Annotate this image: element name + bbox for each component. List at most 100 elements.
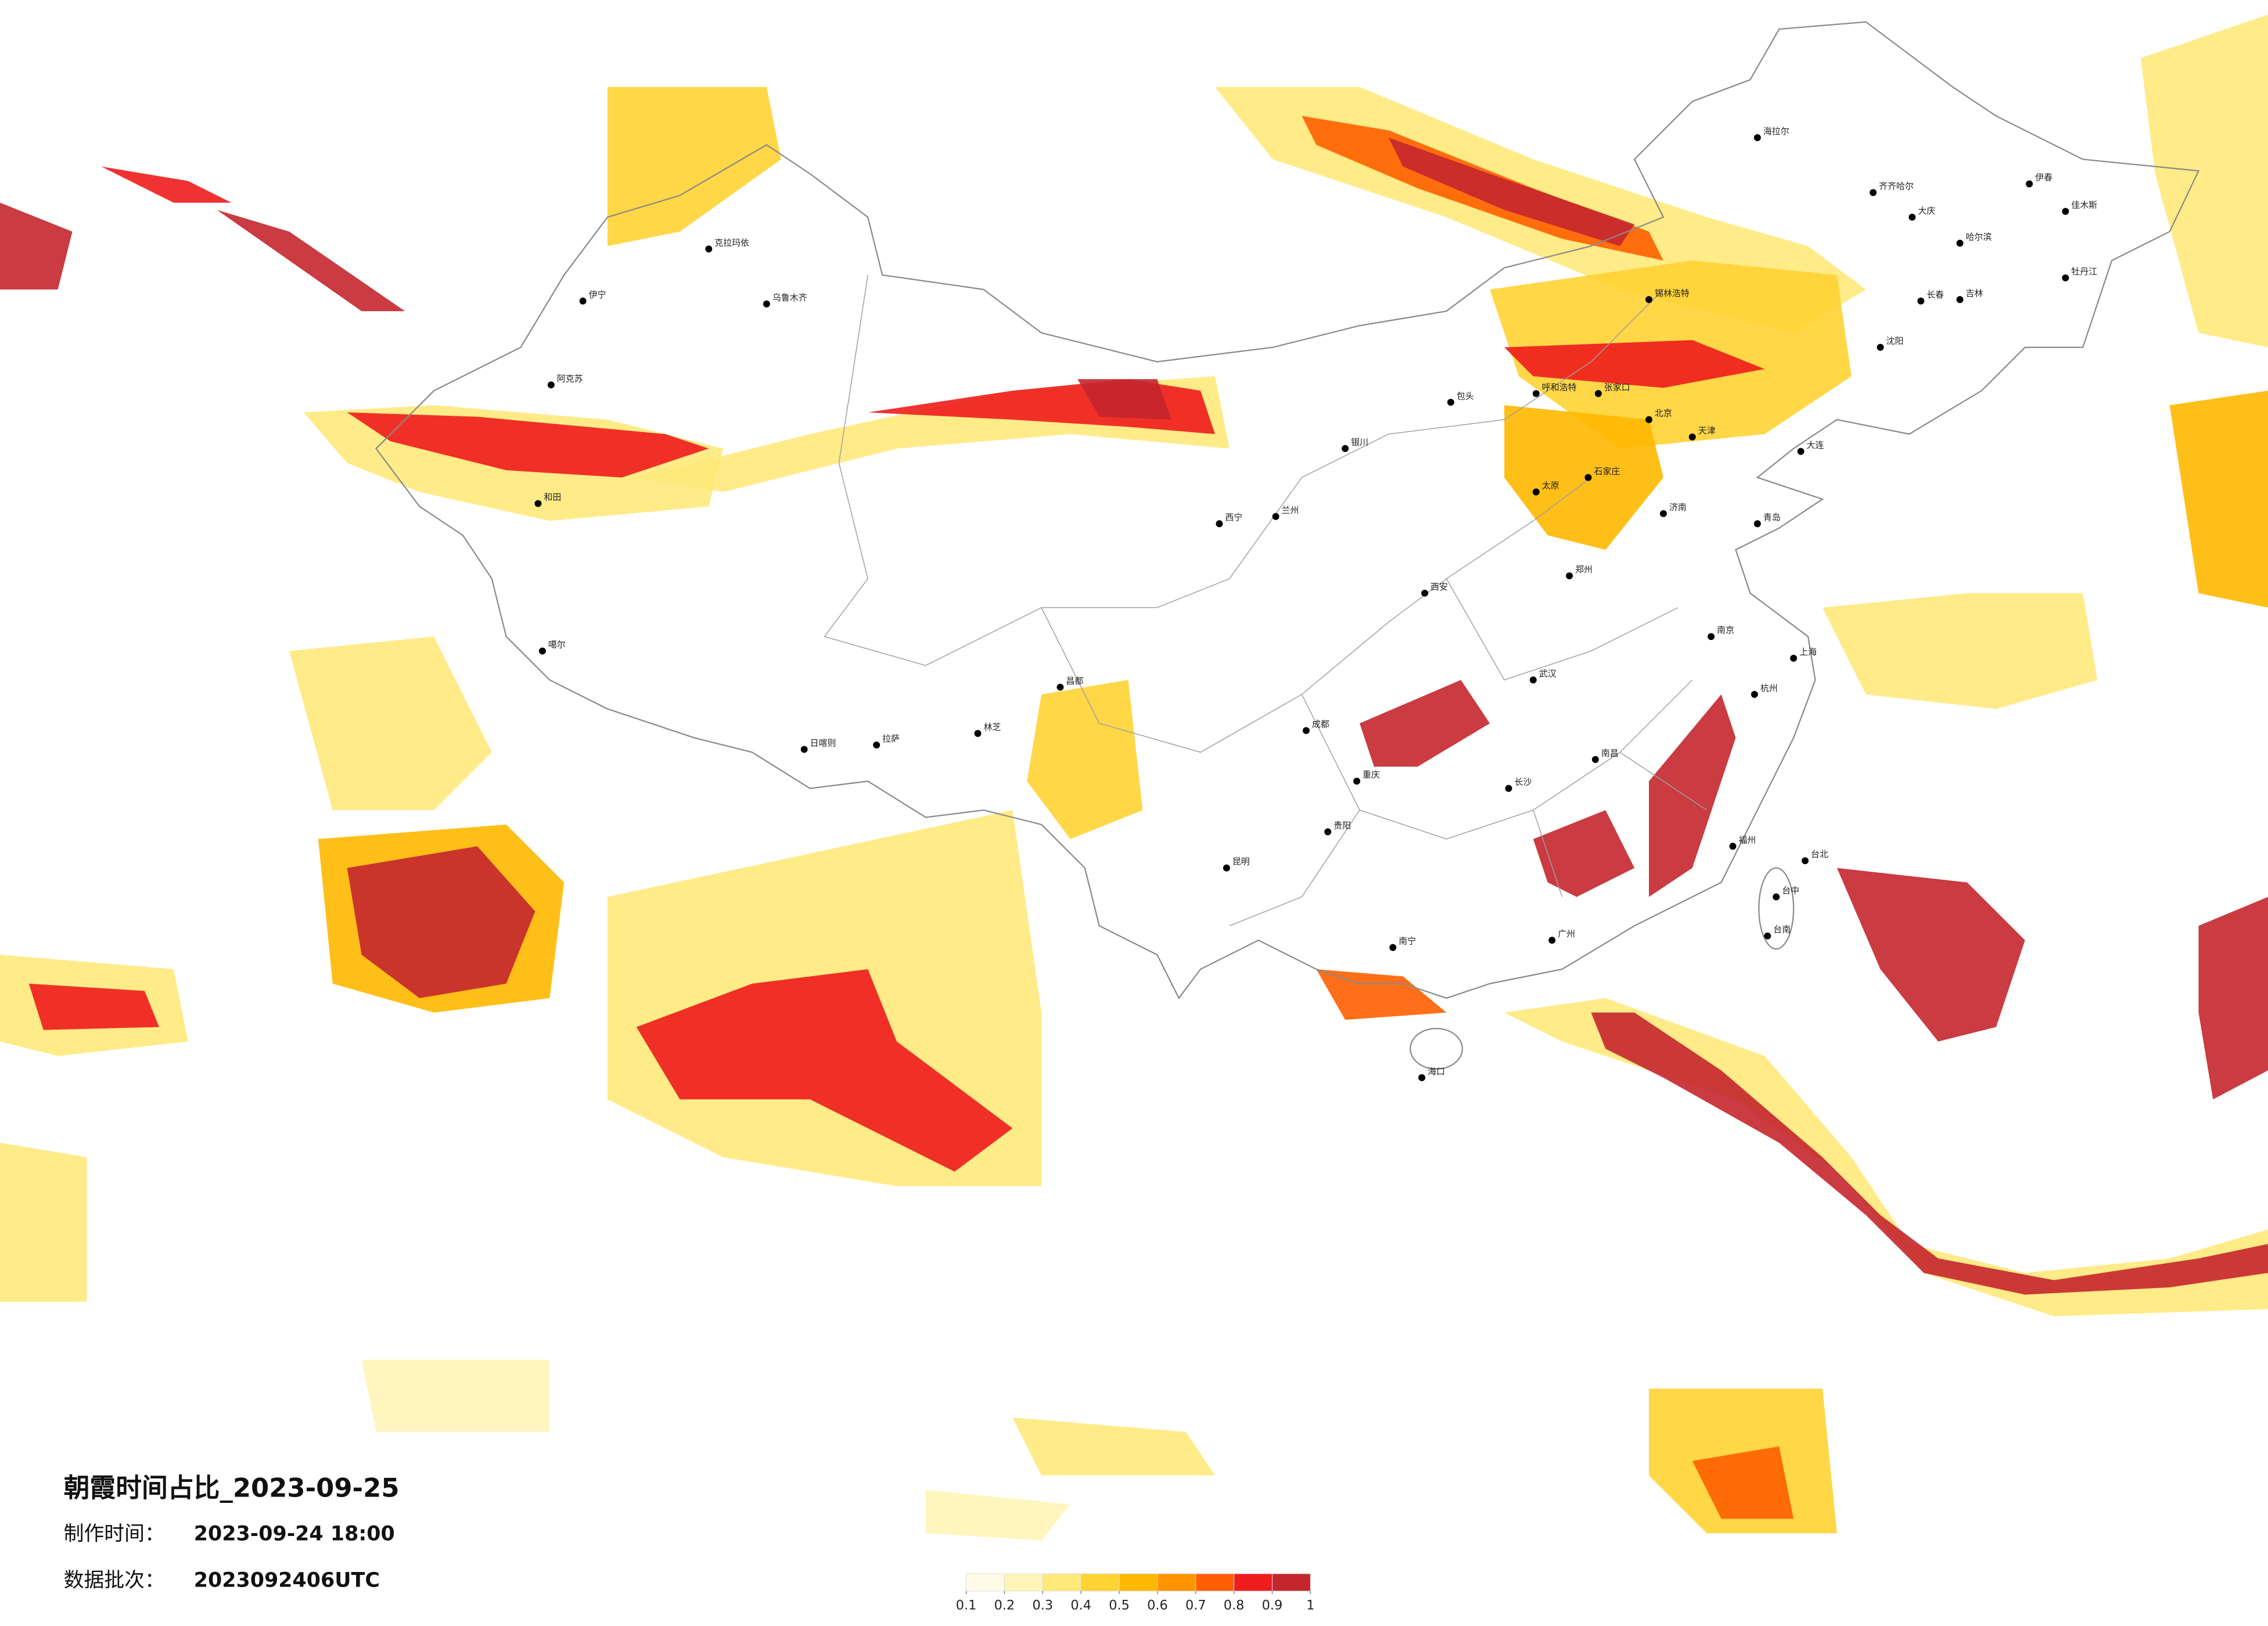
city-dot xyxy=(1917,297,1925,305)
city-label: 兰州 xyxy=(1282,505,1299,515)
colorbar-box xyxy=(1195,1573,1235,1592)
city-label: 西安 xyxy=(1430,581,1448,592)
city-dot xyxy=(1594,390,1602,397)
city-label: 沈阳 xyxy=(1886,336,1904,346)
colorbar-tick-label: 0.6 xyxy=(1147,1598,1168,1613)
city-dot xyxy=(1956,296,1964,303)
city-label: 佳木斯 xyxy=(2071,200,2097,210)
city-dot xyxy=(547,381,555,388)
city-label: 南昌 xyxy=(1601,748,1619,758)
city-dot xyxy=(1688,433,1696,441)
city-label: 武汉 xyxy=(1539,668,1557,679)
cloud-area xyxy=(347,846,535,998)
province-borders xyxy=(824,275,1708,926)
city-dot xyxy=(800,746,808,753)
city-dot xyxy=(1802,857,1809,865)
city-dot xyxy=(974,730,982,738)
batch: 2023092406UTC xyxy=(194,1569,380,1592)
city-label: 克拉玛依 xyxy=(714,238,749,248)
city-label: 北京 xyxy=(1655,408,1672,419)
cloud-area xyxy=(925,1490,1070,1541)
city-label: 吉林 xyxy=(1965,288,1983,298)
city-dot xyxy=(1773,893,1780,901)
city-dot xyxy=(763,300,770,308)
city-label: 杭州 xyxy=(1760,683,1778,693)
city-dot xyxy=(1418,1074,1426,1081)
city-dot xyxy=(1447,398,1454,406)
city-label: 包头 xyxy=(1457,391,1474,401)
colorbar-tick-label: 0.9 xyxy=(1262,1598,1283,1613)
city-dot xyxy=(1877,344,1884,351)
city-dot xyxy=(1753,134,1761,141)
city-dot xyxy=(1389,944,1397,951)
city-dot xyxy=(1708,633,1715,641)
cloud-area xyxy=(289,636,492,811)
colorbar-tick-label: 0.4 xyxy=(1070,1598,1091,1613)
city-label: 昌都 xyxy=(1066,675,1083,686)
city-label: 乌鲁木齐 xyxy=(772,292,807,303)
city-dot xyxy=(1272,513,1279,520)
city-label: 昆明 xyxy=(1232,857,1250,867)
city-dot xyxy=(1353,778,1361,785)
cloud-area xyxy=(1822,593,2098,709)
cloud-layer xyxy=(0,15,2268,1541)
city-dot xyxy=(1342,445,1349,452)
china-border xyxy=(375,21,2200,999)
city-label: 福州 xyxy=(1739,834,1756,845)
city-label: 成都 xyxy=(1312,719,1329,729)
city-label: 银川 xyxy=(1351,437,1368,447)
city-dot xyxy=(1566,572,1573,580)
city-label: 石家庄 xyxy=(1594,466,1620,476)
city-label: 重庆 xyxy=(1363,769,1380,780)
made-time: 2023-09-24 18:00 xyxy=(194,1523,395,1546)
cloud-area xyxy=(636,969,1013,1172)
city-dot xyxy=(1223,864,1230,872)
city-dot xyxy=(1324,828,1332,836)
city-dot xyxy=(2062,208,2069,215)
city-label: 牡丹江 xyxy=(2071,267,2097,277)
city-dot xyxy=(1532,390,1540,397)
colorbar-tick-label: 0.2 xyxy=(994,1598,1015,1613)
colorbar-box xyxy=(966,1573,1005,1592)
city-dot xyxy=(1790,654,1798,662)
city-dot xyxy=(1870,189,1877,196)
colorbar-box xyxy=(1080,1573,1120,1592)
city-label: 南京 xyxy=(1717,625,1734,635)
city-label: 和田 xyxy=(544,492,561,502)
city-label: 张家口 xyxy=(1604,382,1630,393)
colorbar-box xyxy=(1042,1573,1081,1592)
city-label: 林芝 xyxy=(983,722,1001,732)
colorbar-box xyxy=(1119,1573,1158,1592)
colorbar-box xyxy=(1004,1573,1043,1592)
city-label: 济南 xyxy=(1669,502,1687,513)
map-title: 朝霞时间占比_2023-09-25 xyxy=(64,1473,400,1503)
made-label: 制作时间： xyxy=(64,1523,165,1546)
cloud-area xyxy=(1504,405,1663,550)
taiwan xyxy=(1758,867,1795,950)
colorbar-tick-label: 0.3 xyxy=(1033,1598,1054,1613)
city-dot xyxy=(873,741,880,749)
city-label: 拉萨 xyxy=(882,733,900,744)
hainan xyxy=(1410,1027,1463,1070)
cloud-area xyxy=(1316,969,1447,1020)
city-label: 天津 xyxy=(1698,426,1716,436)
cloud-area xyxy=(361,1359,550,1432)
cloud-area xyxy=(2140,15,2268,348)
city-label: 海拉尔 xyxy=(1763,126,1789,136)
city-label: 伊宁 xyxy=(589,289,606,300)
city-label: 上海 xyxy=(1799,647,1817,657)
city-dot xyxy=(1302,727,1310,735)
city-dot xyxy=(2026,180,2033,188)
city-label: 齐齐哈尔 xyxy=(1879,181,1914,192)
city-dot xyxy=(705,245,713,253)
cloud-area xyxy=(1692,1446,1794,1519)
batch-label: 数据批次： xyxy=(64,1569,165,1592)
cloud-area xyxy=(1533,810,1635,897)
city-label: 西宁 xyxy=(1225,512,1242,523)
colorbar-tick-label: 1 xyxy=(1306,1598,1314,1613)
cloud-area xyxy=(1836,868,2025,1042)
city-label: 长沙 xyxy=(1514,777,1532,787)
cloud-area xyxy=(28,983,159,1030)
city-label: 阿克苏 xyxy=(557,373,583,384)
